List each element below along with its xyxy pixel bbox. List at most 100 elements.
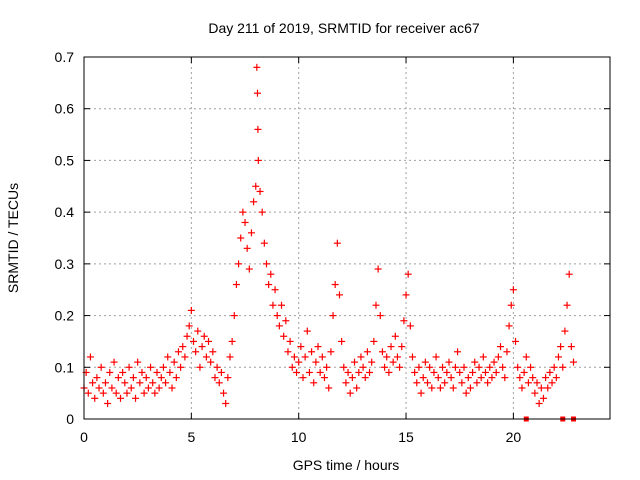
data-point [258,208,266,216]
data-point [265,281,273,289]
data-point [170,358,178,366]
data-point [494,353,502,361]
data-point [273,312,281,320]
data-point [318,353,326,361]
data-point [567,343,575,351]
data-point [312,358,320,366]
data-point [121,379,129,387]
data-point [142,374,150,382]
data-point [89,379,97,387]
data-point [466,384,474,392]
data-point [84,389,92,397]
data-point [447,374,455,382]
data-point [516,374,524,382]
data-point [351,358,359,366]
data-point [275,322,283,330]
data-point [363,348,371,356]
data-point [207,358,215,366]
x-tick-label: 10 [291,429,307,445]
data-point [278,301,286,309]
data-point [162,379,170,387]
data-point [522,353,530,361]
data-point [303,327,311,335]
data-point [174,348,182,356]
data-point [570,358,578,366]
data-point [359,363,367,371]
data-point [436,384,444,392]
data-point [108,384,116,392]
data-point [269,301,277,309]
data-point [370,337,378,345]
data-point [333,239,341,247]
data-point [230,312,238,320]
data-point [490,358,498,366]
data-point [529,374,537,382]
data-point [314,343,322,351]
data-point [396,363,404,371]
data-point [104,399,112,407]
data-point [430,368,438,376]
data-point [192,348,200,356]
data-point [374,265,382,273]
x-tick-label: 5 [187,429,195,445]
data-point [561,327,569,335]
data-point [501,374,509,382]
data-point [185,322,193,330]
data-point [387,343,395,351]
tick-labels: 0 0.1 0.2 0.3 0.4 0.5 0.6 0.7 0 5 10 15 20 [55,49,522,445]
data-point [250,198,258,206]
data-point [295,358,303,366]
data-point [400,317,408,325]
data-point [527,363,535,371]
data-point [308,348,316,356]
data-point [366,368,374,376]
data-point [488,374,496,382]
data-point [548,379,556,387]
data-point [237,234,245,242]
data-point [132,394,140,402]
data-point [254,156,262,164]
x-tick-label: 15 [398,429,414,445]
data-point [434,374,442,382]
data-point [451,363,459,371]
data-point [524,379,532,387]
data-point [200,332,208,340]
data-point [533,379,541,387]
data-point [421,358,429,366]
data-point [243,244,251,252]
data-point [389,358,397,366]
data-point [305,368,313,376]
data-point [477,374,485,382]
data-point [335,291,343,299]
data-point [220,389,228,397]
data-point [327,348,335,356]
data-point [565,270,573,278]
data-point [189,337,197,345]
data-point [443,368,451,376]
data-point [232,281,240,289]
data-point [205,337,213,345]
data-point [417,389,425,397]
data-point [253,89,261,97]
data-point [101,379,109,387]
data-point [159,363,167,371]
data-point [119,368,127,376]
data-point [458,379,466,387]
data-point [202,353,210,361]
data-point [172,374,180,382]
data-point [209,348,217,356]
data-point [181,353,189,361]
data-point [404,270,412,278]
data-point [288,363,296,371]
data-point [381,363,389,371]
data-point [368,358,376,366]
data-point [125,363,133,371]
data-point [408,353,416,361]
data-point [106,368,114,376]
data-point [376,312,384,320]
data-point [419,374,427,382]
data-point [479,353,487,361]
data-point [424,379,432,387]
data-point [338,337,346,345]
data-point [481,368,489,376]
